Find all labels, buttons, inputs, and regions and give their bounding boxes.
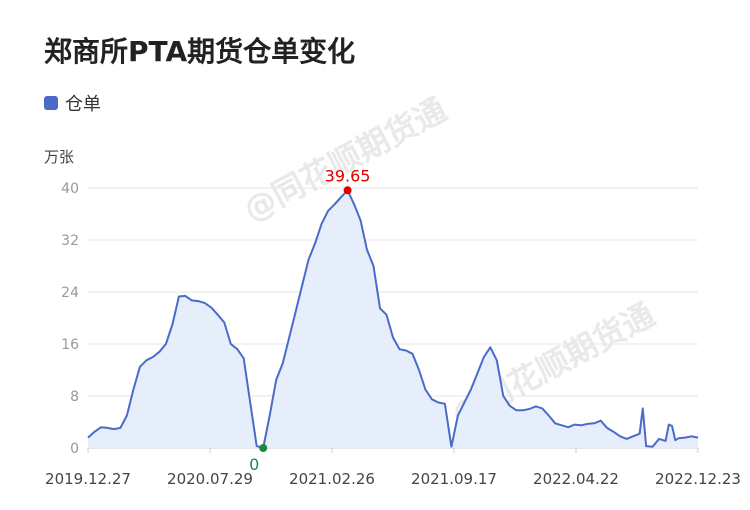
x-tick-label: 2021.02.26 (289, 470, 375, 488)
y-tick-label: 8 (70, 389, 79, 405)
min-point-marker (259, 444, 268, 452)
legend-swatch (44, 96, 58, 110)
y-tick-label: 40 (61, 181, 79, 197)
y-tick-label: 0 (70, 441, 79, 457)
series-line (87, 189, 699, 449)
x-tick-label: 2021.09.17 (411, 470, 497, 488)
x-tick-label: 2020.07.29 (167, 470, 253, 488)
y-tick-label: 16 (61, 337, 79, 353)
y-tick-label: 24 (61, 285, 79, 301)
x-tick-label: 2022.12.23 (655, 470, 741, 488)
x-tick-label: 2019.12.27 (45, 470, 131, 488)
max-point-marker (343, 186, 352, 195)
x-tick-label: 2022.04.22 (533, 470, 619, 488)
series-area-fill (88, 190, 698, 449)
max-point-label: 39.65 (325, 166, 371, 185)
y-tick-label: 32 (61, 233, 79, 249)
chart-title: 郑商所PTA期货仓单变化 (44, 35, 356, 68)
min-point-label: 0 (249, 455, 259, 474)
legend[interactable]: 仓单 (44, 90, 101, 116)
legend-label: 仓单 (65, 94, 101, 115)
y-axis-unit: 万张 (44, 148, 75, 166)
